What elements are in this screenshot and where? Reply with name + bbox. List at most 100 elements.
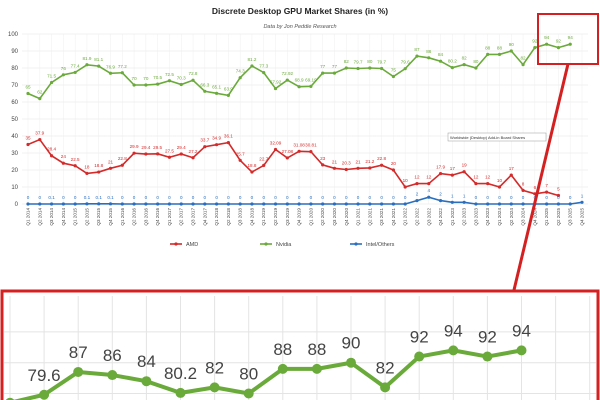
x-tick-label: Q3 2015 — [96, 208, 101, 226]
data-point-intel-others — [415, 199, 419, 203]
data-label-intel-others: 0 — [74, 195, 77, 200]
x-tick-label: Q4 2023 — [485, 208, 490, 226]
data-label-nvidia: 76.9 — [106, 64, 115, 69]
data-point-nvidia — [250, 64, 254, 68]
zoom-data-label: 92 — [410, 328, 429, 347]
data-point-amd — [179, 152, 183, 156]
data-point-intel-others — [108, 202, 113, 206]
data-label-amd: 33.7 — [200, 138, 209, 143]
data-label-nvidia: 72.8 — [189, 71, 198, 76]
data-label-amd: 27.2 — [189, 149, 198, 154]
zoom-data-point — [448, 345, 459, 356]
data-point-amd — [108, 166, 113, 170]
data-label-intel-others: 2 — [439, 192, 442, 197]
x-tick-label: Q3 2017 — [191, 208, 196, 226]
zoom-data-point — [39, 389, 50, 400]
data-label-intel-others: 2 — [416, 192, 419, 197]
inset-label: Worldwide (Desktop) Add-in Board Shares — [450, 135, 525, 140]
zoom-data-point — [482, 351, 493, 362]
data-label-nvidia: 88 — [485, 45, 491, 50]
y-tick-label: 100 — [8, 32, 19, 38]
data-label-nvidia: 65 — [25, 85, 31, 90]
data-point-nvidia — [191, 78, 195, 82]
data-point-nvidia — [509, 49, 513, 53]
data-point-intel-others — [238, 202, 242, 206]
data-point-intel-others — [132, 202, 136, 206]
data-point-amd — [203, 145, 207, 149]
x-tick-label: Q4 2025 — [580, 208, 585, 226]
data-label-amd: 22.8 — [377, 156, 386, 161]
data-label-nvidia: 81.9 — [82, 56, 91, 61]
data-point-nvidia — [568, 42, 572, 46]
legend: AMD Nvidia Intel/Others — [170, 242, 395, 248]
data-label-nvidia: 74.3 — [236, 69, 245, 74]
data-label-intel-others: 0 — [215, 195, 218, 200]
data-label-amd: 12 — [414, 175, 420, 180]
data-label-intel-others: 0 — [204, 195, 207, 200]
data-label-nvidia: 63.9 — [224, 86, 233, 91]
x-tick-label: Q3 2018 — [238, 208, 243, 226]
zoom-data-point — [243, 388, 254, 399]
data-point-intel-others — [509, 202, 513, 206]
zoom-series: 79.6 87 86 84 80.2 82 80 88 88 90 82 92 94 92 94 — [5, 321, 531, 400]
data-point-amd — [156, 152, 160, 156]
legend-label: AMD — [186, 242, 198, 248]
data-point-intel-others — [332, 202, 337, 206]
data-label-amd: 12 — [426, 175, 432, 180]
data-label-nvidia: 90 — [509, 42, 515, 47]
x-tick-label: Q2 2021 — [367, 208, 372, 226]
x-tick-label: Q1 2014 — [26, 208, 31, 226]
data-point-amd — [297, 149, 301, 153]
data-point-nvidia — [462, 63, 466, 67]
data-label-nvidia: 79.6 — [401, 60, 410, 65]
data-point-nvidia — [438, 59, 443, 63]
data-point-amd — [545, 190, 549, 194]
data-point-nvidia — [321, 71, 325, 75]
data-point-amd — [167, 155, 172, 159]
data-point-intel-others — [297, 202, 301, 206]
x-tick-label: Q2 2018 — [226, 208, 231, 226]
data-point-intel-others — [568, 202, 572, 206]
data-point-amd — [132, 151, 136, 155]
data-point-nvidia — [156, 82, 160, 86]
data-point-amd — [344, 167, 348, 172]
x-tick-label: Q2 2014 — [37, 208, 42, 226]
data-point-nvidia — [497, 52, 502, 57]
data-point-amd — [332, 166, 337, 170]
data-point-intel-others — [545, 202, 549, 206]
data-point-intel-others — [38, 202, 42, 206]
zoom-data-point — [277, 363, 288, 374]
data-point-amd — [120, 163, 124, 167]
data-label-nvidia: 84 — [438, 52, 444, 57]
data-label-nvidia: 80 — [473, 59, 479, 64]
data-point-nvidia — [108, 71, 113, 75]
data-label-intel-others: 0 — [145, 195, 148, 200]
data-label-amd: 18 — [84, 164, 90, 169]
legend-marker — [264, 242, 268, 246]
data-label-nvidia: 67.92 — [270, 80, 282, 85]
y-tick-label: 20 — [11, 168, 18, 174]
data-label-intel-others: 0 — [321, 195, 324, 200]
data-label-nvidia: 76 — [61, 66, 67, 71]
data-label-nvidia: 77.3 — [259, 64, 268, 69]
x-tick-label: Q4 2014 — [61, 208, 66, 226]
data-point-nvidia — [38, 97, 42, 101]
data-label-nvidia: 94 — [544, 35, 550, 40]
data-point-intel-others — [556, 202, 561, 206]
data-point-nvidia — [144, 83, 148, 87]
data-label-amd: 5 — [557, 187, 560, 192]
data-point-intel-others — [438, 199, 443, 203]
data-label-nvidia: 70 — [132, 76, 138, 81]
data-point-intel-others — [521, 202, 525, 206]
data-point-amd — [238, 158, 242, 162]
data-point-amd — [403, 185, 407, 189]
zoom-data-point — [209, 382, 220, 393]
data-label-intel-others: 0 — [227, 195, 230, 200]
callout-line — [512, 63, 570, 291]
data-label-nvidia: 66.3 — [200, 82, 209, 87]
x-tick-label: Q3 2019 — [285, 208, 290, 226]
data-label-amd: 18.8 — [94, 163, 103, 168]
data-label-intel-others: 0 — [133, 195, 136, 200]
y-tick-label: 50 — [11, 117, 18, 123]
zoom-data-point — [346, 357, 356, 368]
